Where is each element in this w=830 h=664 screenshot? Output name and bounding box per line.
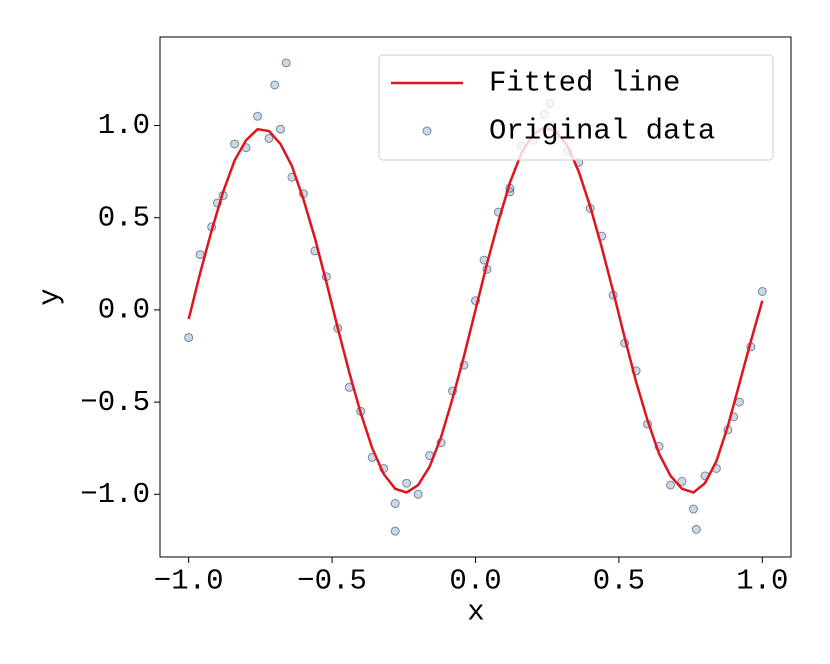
legend-label: Original data — [489, 115, 715, 148]
data-point — [666, 480, 676, 490]
legend-swatch — [422, 126, 432, 136]
data-point — [677, 476, 687, 486]
y-tick-label: 0.0 — [98, 294, 150, 327]
data-point — [413, 489, 423, 499]
data-point — [390, 526, 400, 536]
data-point — [734, 397, 744, 407]
x-tick-label: 0.0 — [449, 565, 501, 598]
data-point — [688, 504, 698, 514]
data-point — [270, 80, 280, 90]
data-point — [195, 250, 205, 260]
y-tick-label: −1.0 — [80, 478, 150, 511]
x-tick-label: 0.5 — [593, 565, 645, 598]
x-axis-label: x — [467, 596, 484, 629]
legend-box — [378, 54, 774, 161]
x-tick-label: −1.0 — [154, 565, 224, 598]
plot-frame — [159, 36, 792, 558]
data-point — [691, 524, 701, 534]
plot-area — [184, 58, 767, 536]
legend-label: Fitted line — [489, 67, 680, 100]
y-axis-label: y — [34, 288, 67, 305]
data-point — [390, 499, 400, 509]
data-point — [281, 58, 291, 68]
fitted-line — [187, 125, 764, 494]
data-point — [264, 133, 274, 143]
y-tick-label: 1.0 — [98, 109, 150, 142]
y-tick-label: 0.5 — [98, 201, 150, 234]
y-tick-label: −0.5 — [80, 386, 150, 419]
data-point — [402, 478, 412, 488]
data-point — [757, 286, 767, 296]
data-point — [184, 333, 194, 343]
data-point — [230, 139, 240, 149]
x-tick-label: 1.0 — [736, 565, 788, 598]
x-tick-label: −0.5 — [297, 565, 367, 598]
data-point — [275, 124, 285, 134]
data-point — [253, 111, 263, 121]
